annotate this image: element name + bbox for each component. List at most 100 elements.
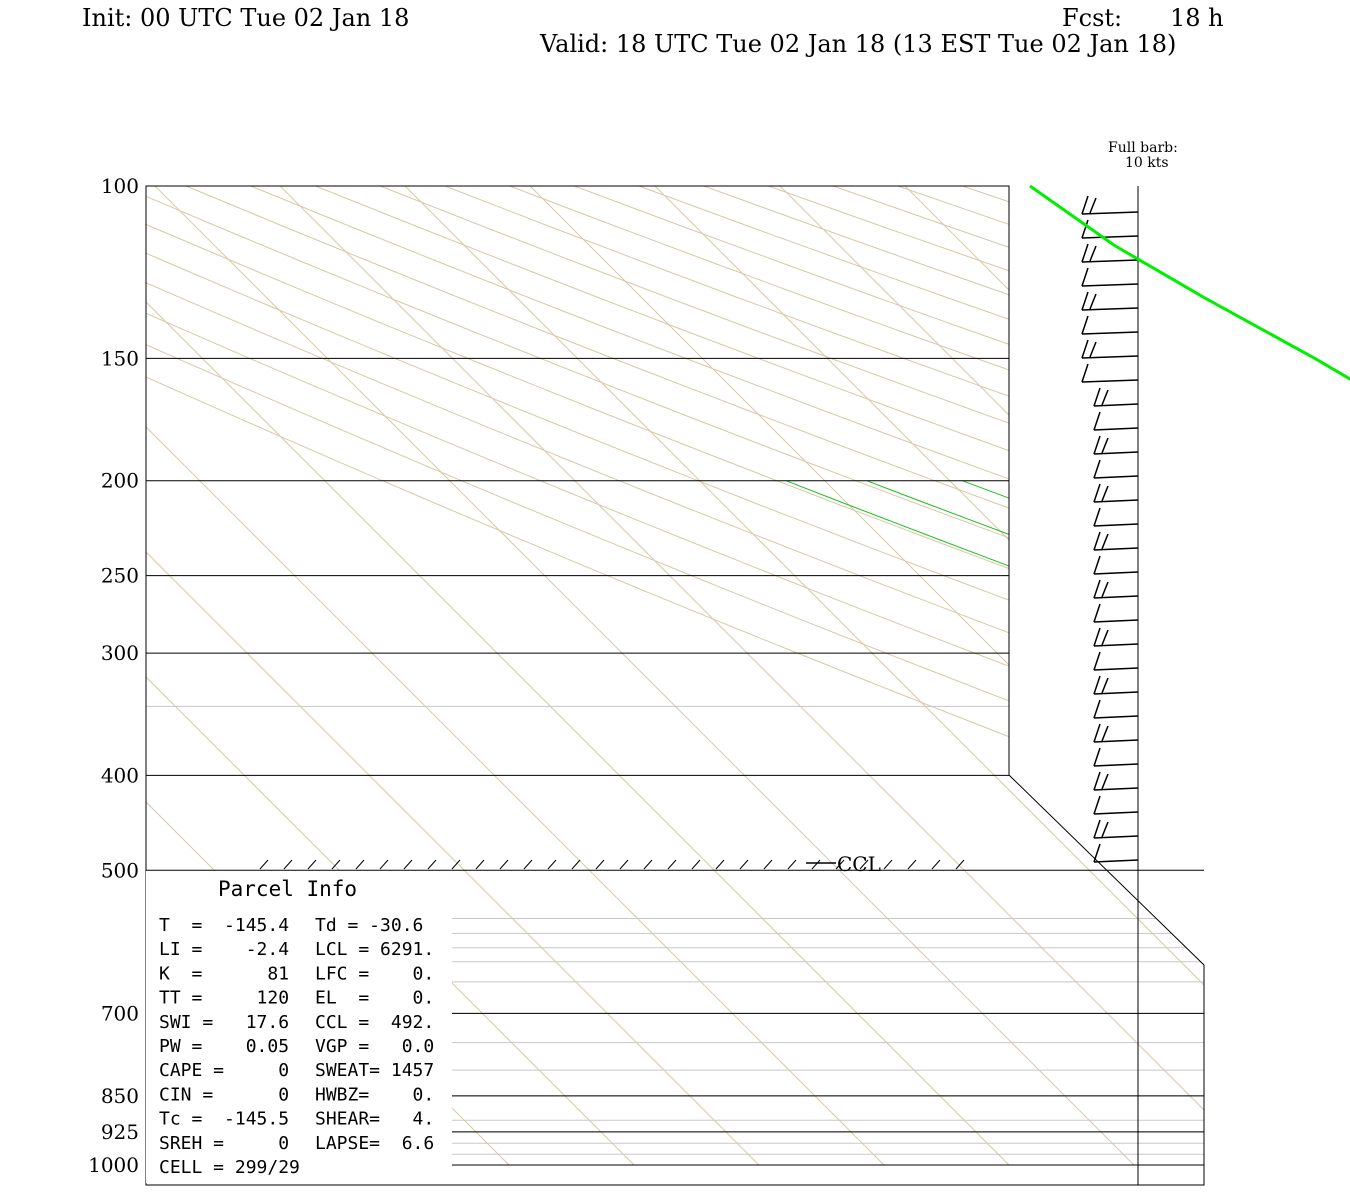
wind-barb-flag [1093,771,1101,791]
wind-barb-shaft [1093,691,1139,695]
wind-barb-shaft [1093,475,1139,479]
wind-barb-shaft [1093,763,1139,767]
wind-barb-flag [1089,245,1097,262]
isotherm-line [529,186,1204,1166]
isotherm-line [404,186,1204,1166]
stable-layer-hatch [595,859,605,870]
parcel-info-right: CCL = 492. [315,1012,434,1033]
parcel-info-panel: Parcel Info T = -145.4 Td = -30.6 LI = -2.… [146,871,452,1183]
wind-barb-column [1081,195,1139,863]
wind-barb-flag [1093,579,1101,599]
parcel-info-right: EL = 0. [315,988,434,1009]
pressure-tick-label: 300 [101,641,139,665]
wind-barb-flag [1093,531,1101,551]
moist-adiabat-layer [785,480,1204,1166]
stable-layer-hatch [283,859,293,870]
pressure-tick-label: 850 [101,1084,139,1108]
parcel-info-right: SHEAR= 4. [315,1109,434,1130]
parcel-info-left: T = -145.4 [159,915,289,936]
dry-adiabat-line [962,186,1204,1166]
pressure-tick-label: 100 [101,174,139,198]
wind-barb-flag [1081,195,1089,215]
temperature-profile [1029,184,1350,381]
stable-layer-hatch [787,859,797,870]
parcel-info-left: CELL = 299/29 [159,1157,300,1178]
wind-barb-shaft [1093,595,1139,599]
isotherm-line [279,186,1204,1166]
stable-layer-hatch [403,859,413,870]
stable-layer-hatch [523,859,533,870]
wind-barb-shaft [1093,667,1139,671]
wind-barb-flag [1081,315,1089,335]
stable-layer-hatch [331,859,341,870]
stable-layer-hatch [307,859,317,870]
wind-barb-flag [1093,411,1101,431]
wind-barb-shaft [1093,835,1139,839]
wind-barb-flag [1089,341,1097,358]
isotherm-line [146,186,635,1166]
wind-barb-flag [1081,267,1089,287]
wind-barb-shaft [1081,331,1139,335]
wind-barb-shaft [1081,379,1139,383]
stable-layer-hatch [883,859,893,870]
wind-barb-shaft [1093,715,1139,719]
stable-layer-hatch [907,859,917,870]
moist-adiabat-line [785,480,1204,1166]
wind-barb-shaft [1081,211,1139,215]
wind-barb-shaft [1081,235,1139,239]
wind-barb-shaft [1093,859,1139,863]
stable-layer-hatch [811,859,821,870]
axis-labels: 100 150 200 250 300 400 500 700 850 925 1000 [88,174,139,1177]
pressure-tick-label: 400 [101,763,139,787]
wind-barb-flag [1093,675,1101,695]
stable-layer-hatch [259,859,269,870]
dry-adiabat-line [832,186,1204,1166]
isotherm-line [154,186,1135,1166]
parcel-info-right: Td = -30.6 [315,915,423,936]
stable-layer-hatch [475,859,485,870]
isotherm-line [1029,186,1204,1166]
parcel-info-left: TT = 120 [159,988,289,1009]
parcel-info-left: Tc = -145.5 [159,1109,289,1130]
wind-barb-flag [1101,437,1109,454]
wind-barb-flag [1101,485,1109,502]
wind-barb-shaft [1093,403,1139,407]
wind-barb-flag [1081,339,1089,359]
isotherm-line [146,186,1010,1166]
init-time: Init: 00 UTC Tue 02 Jan 18 [82,4,409,32]
stable-layer-hatch [667,859,677,870]
parcel-info-right: LAPSE= 6.6 [315,1133,434,1154]
dry-adiabat-line [1027,186,1204,1166]
stable-layer-hatch [619,859,629,870]
wind-barb-flag [1093,819,1101,839]
wind-barb-flag [1093,603,1101,623]
parcel-info-right: VGP = 0.0 [315,1036,434,1057]
wind-barb-shaft [1093,427,1139,431]
wind-barb-flag [1093,459,1101,479]
pressure-tick-label: 700 [101,1001,139,1025]
wind-barb-flag [1101,725,1109,742]
wind-barb-flag [1101,629,1109,646]
pressure-tick-label: 1000 [88,1153,139,1177]
isotherm-line [1154,186,1204,1166]
wind-barb-shaft [1093,571,1139,575]
wind-barb-flag [1093,795,1101,815]
dry-adiabat-line [703,186,1204,1166]
wind-barb-flag [1089,293,1097,310]
parcel-info-left: CAPE = 0 [159,1060,289,1081]
wind-barb-flag [1093,387,1101,407]
wind-barb-flag [1101,821,1109,838]
stable-layer-hatch [931,859,941,870]
wind-barb-flag [1081,291,1089,311]
stable-layer-hatch [499,859,509,870]
stable-layer-hatch [739,859,749,870]
stable-layer-hatch [427,859,437,870]
isotherm-line [654,186,1204,1166]
wind-barb-flag [1081,363,1089,383]
wind-barb-shaft [1093,547,1139,551]
parcel-info-title: Parcel Info [218,877,357,901]
barb-note-line2: 10 kts [1125,155,1169,171]
plot-frame [145,185,1205,1186]
stable-layer-hatch [571,859,581,870]
